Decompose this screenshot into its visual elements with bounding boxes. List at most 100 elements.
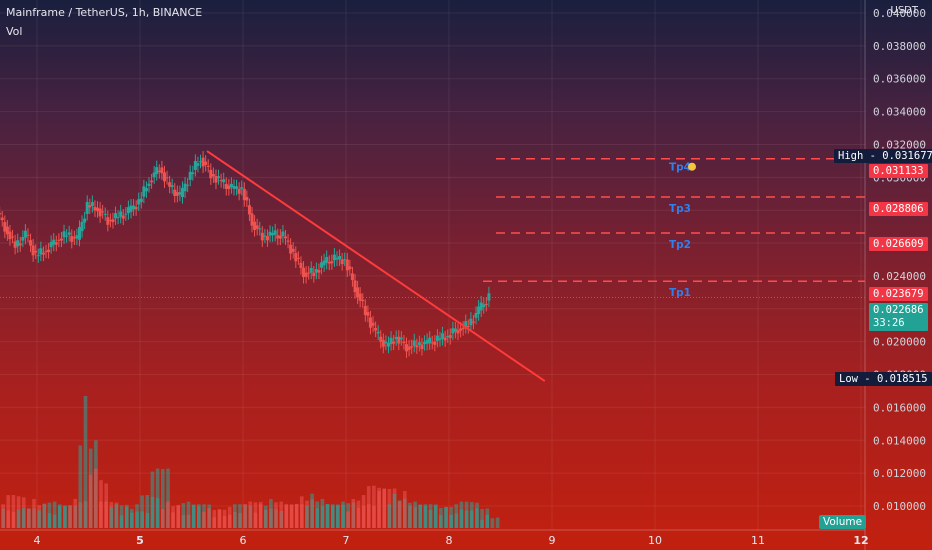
candle-body (111, 219, 115, 223)
candle-body (330, 261, 334, 264)
candle-body (49, 241, 53, 248)
volume-bar (475, 508, 479, 528)
candle-body (368, 317, 372, 328)
candle-body (386, 343, 390, 347)
candle-body (479, 302, 483, 311)
candle-body (160, 167, 164, 174)
candle-body (134, 206, 138, 210)
candle-body (59, 238, 63, 241)
candle-body (286, 240, 290, 242)
volume-bar (300, 496, 304, 528)
candle-body (147, 183, 151, 186)
price-tick-label: 0.040000 (873, 7, 926, 20)
volume-bar (320, 498, 325, 528)
volume-bar (140, 495, 144, 528)
volume-bar (37, 510, 41, 528)
candle-body (3, 222, 7, 232)
candle-body (235, 186, 239, 189)
volume-bar (263, 505, 268, 528)
volume-bar (315, 501, 319, 528)
candle-body (242, 188, 246, 201)
candle-body (31, 245, 35, 256)
candle-body (348, 266, 352, 270)
candle-body (170, 185, 174, 188)
candle-body (363, 305, 367, 316)
volume-bar (341, 501, 345, 528)
volume-bar (191, 504, 196, 528)
candle-body (13, 241, 17, 248)
candle-body (186, 184, 190, 186)
volume-bar (361, 495, 366, 528)
candle-body (65, 235, 69, 237)
volume-bar (114, 504, 119, 528)
candle-body (487, 293, 491, 301)
volume-bar (135, 504, 139, 528)
candle-body (142, 186, 146, 197)
candle-body (265, 236, 269, 241)
volume-bar (423, 504, 428, 528)
candle-body (402, 341, 406, 344)
volume-bar (130, 508, 134, 528)
volume-bar (418, 504, 422, 528)
volume-bar (392, 493, 397, 528)
candle-body (39, 248, 43, 255)
candle-body (180, 187, 184, 198)
candle-body (96, 207, 100, 212)
candle-countdown: 33:26 (873, 317, 905, 329)
candle-body (430, 342, 434, 344)
candle-body (410, 346, 414, 348)
candle-body (304, 272, 308, 277)
candle-body (88, 205, 92, 208)
candle-body (114, 213, 118, 219)
candle-body (80, 221, 84, 232)
candle-body (415, 345, 419, 348)
candle-body (21, 236, 25, 241)
candle-body (379, 336, 383, 342)
volume-badge: Volume (819, 515, 867, 529)
candle-body (57, 239, 61, 241)
candle-body (471, 321, 475, 323)
candle-body (44, 251, 48, 253)
volume-bar (217, 509, 222, 528)
candle-body (399, 337, 403, 340)
tp4-price-tag: 0.031133 (869, 164, 928, 178)
volume-bar (310, 493, 314, 528)
volume-bar (32, 498, 36, 528)
candle-body (255, 225, 259, 229)
candle-body (428, 337, 432, 344)
candle-body (456, 330, 460, 334)
candle-body (412, 340, 416, 346)
candle-body (126, 207, 130, 214)
candle-body (75, 235, 79, 239)
volume-bar (52, 501, 57, 528)
candle-body (361, 299, 365, 302)
tp3-price-tag: 0.028806 (869, 202, 928, 216)
volume-bar (104, 501, 108, 528)
candle-body (18, 243, 22, 246)
candle-body (23, 230, 27, 238)
volume-bar (42, 504, 47, 528)
volume-bar (202, 511, 206, 528)
candle-body (484, 303, 488, 305)
candle-body (165, 177, 169, 179)
candle-body (34, 250, 38, 253)
candle-body (417, 342, 421, 345)
price-tick-label: 0.012000 (873, 467, 926, 480)
candle-body (317, 270, 321, 273)
candle-body (47, 249, 51, 253)
candle-body (273, 230, 277, 235)
volume-bar (449, 506, 453, 528)
volume-indicator-label: Vol (6, 25, 23, 38)
volume-bar (480, 519, 484, 528)
candle-body (193, 160, 197, 170)
volume-bar (433, 505, 438, 528)
candle-body (335, 257, 339, 260)
volume-bar (490, 518, 495, 528)
candle-body (70, 236, 74, 242)
volume-bar (284, 504, 289, 528)
candle-body (309, 268, 313, 273)
candle-body (446, 336, 450, 338)
candle-body (83, 218, 87, 223)
volume-bar (289, 504, 294, 528)
